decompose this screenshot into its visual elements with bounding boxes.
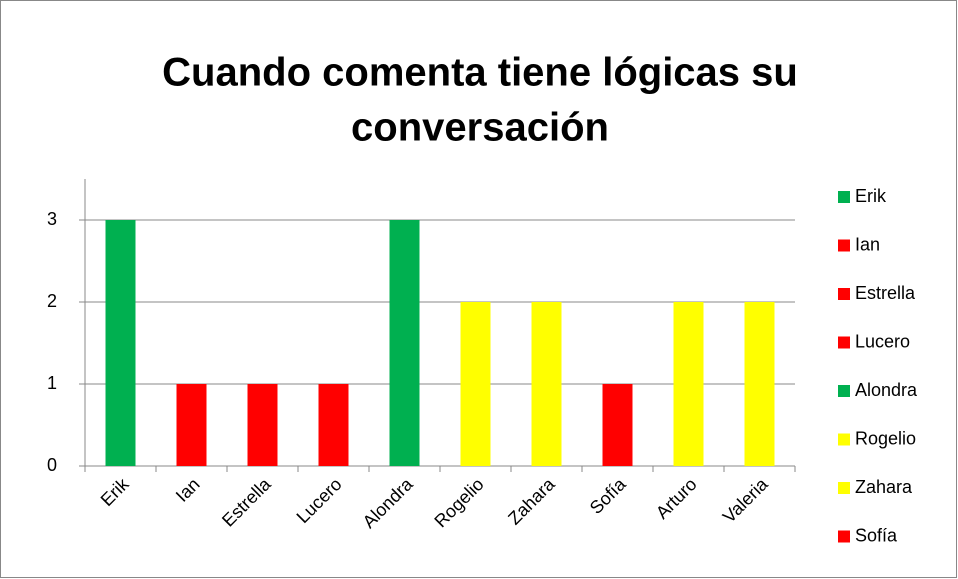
bar — [602, 384, 633, 466]
legend-label: Estrella — [855, 283, 916, 303]
legend-label: Alondra — [855, 380, 918, 400]
legend-label: Sofía — [855, 525, 898, 545]
bar — [247, 384, 278, 466]
bar — [673, 302, 704, 466]
bar — [176, 384, 207, 466]
legend-swatch — [838, 239, 850, 252]
legend-label: Lucero — [855, 331, 910, 351]
legend-swatch — [838, 191, 850, 203]
legend-swatch — [838, 385, 850, 397]
legend-swatch — [838, 336, 850, 349]
legend-swatch — [838, 288, 850, 300]
bar — [105, 220, 136, 466]
bar — [531, 302, 562, 466]
chart-title: conversación — [351, 106, 609, 150]
legend-label: Rogelio — [855, 428, 916, 448]
bar — [744, 302, 775, 466]
bar — [318, 384, 349, 466]
bar — [389, 220, 420, 466]
bar — [460, 302, 491, 466]
y-tick-label: 3 — [47, 209, 57, 229]
legend-swatch — [838, 433, 850, 446]
legend-swatch — [838, 482, 850, 494]
y-tick-label: 2 — [47, 291, 57, 311]
legend-label: Zahara — [855, 477, 913, 497]
legend-label: Ian — [855, 234, 880, 254]
legend-swatch — [838, 530, 850, 543]
y-tick-label: 0 — [47, 455, 57, 475]
y-tick-label: 1 — [47, 373, 57, 393]
chart-title: Cuando comenta tiene lógicas su — [162, 51, 798, 95]
legend-label: Erik — [855, 186, 887, 206]
